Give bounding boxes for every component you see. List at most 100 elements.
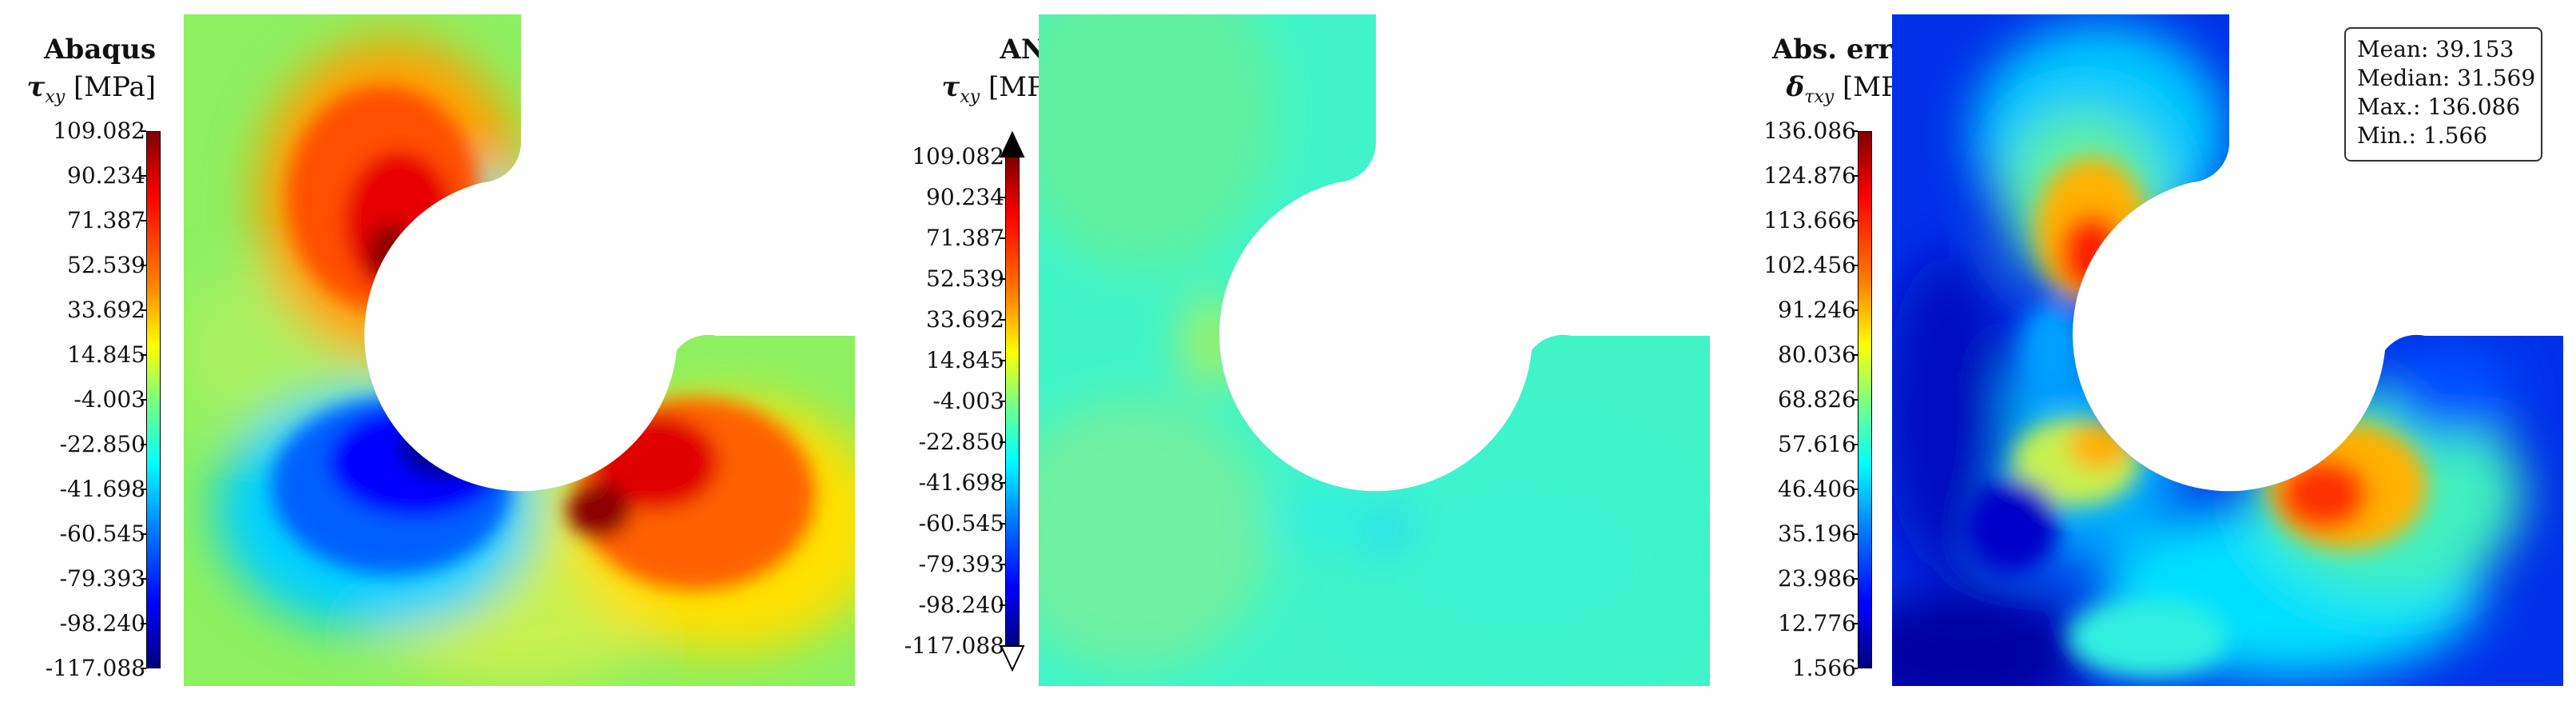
colorbar-tick-label: -4.003 xyxy=(74,386,145,413)
panel-abaqus: Abaqus τxy [MPa] 109.082 90.234 71.387 52.5… xyxy=(0,0,859,702)
colorbar-tick-label: 23.986 xyxy=(1778,565,1856,592)
variable-symbol: δ xyxy=(1786,71,1805,103)
colorbar xyxy=(1005,157,1020,646)
stats-mean: Mean: 39.153 xyxy=(2357,36,2514,62)
colorbar-tick-mark xyxy=(141,354,146,356)
colorbar-tick-mark xyxy=(141,265,146,266)
colorbar-tick-mark xyxy=(141,489,146,490)
colorbar-tick-mark xyxy=(1852,489,1858,490)
colorbar-tick-mark xyxy=(1000,441,1005,443)
stress-field-ann xyxy=(1039,14,1710,686)
colorbar-tick-label: 71.387 xyxy=(67,207,145,233)
colorbar-tick-mark xyxy=(1852,668,1858,669)
colorbar-tick-mark xyxy=(1852,444,1858,445)
colorbar-tick-label: 52.539 xyxy=(926,265,1004,292)
colorbar-tick-mark xyxy=(1852,399,1858,401)
colorbar-tick-label: 35.196 xyxy=(1778,521,1856,547)
variable-symbol: τ xyxy=(941,71,960,103)
panel-title: Abaqus xyxy=(44,34,156,66)
colorbar-tick-label: 14.845 xyxy=(67,341,145,368)
colorbar-tick-label: 46.406 xyxy=(1778,476,1856,502)
colorbar-tick-label: 124.876 xyxy=(1763,162,1856,189)
colorbar-tick-label: 80.036 xyxy=(1778,341,1856,368)
colorbar-tick-label: -60.545 xyxy=(59,521,145,547)
colorbar-tick-label: -41.698 xyxy=(59,476,145,502)
colorbar-tick-mark xyxy=(1000,523,1005,525)
colorbar-tick-mark xyxy=(141,399,146,401)
colorbar-tick-mark xyxy=(141,175,146,177)
variable-subscript: τxy xyxy=(1804,86,1835,107)
stats-max: Max.: 136.086 xyxy=(2357,94,2521,120)
variable-subscript: xy xyxy=(45,86,66,107)
colorbar-tick-mark xyxy=(141,623,146,624)
colorbar-tick-mark xyxy=(141,220,146,221)
colorbar-tick-label: 52.539 xyxy=(67,252,145,278)
colorbar-tick-mark xyxy=(1000,604,1005,606)
colorbar-tick-label: 90.234 xyxy=(926,184,1004,210)
panel-ann: ANN τxy [MPa] 109.082 90.234 71.387 52.539 3… xyxy=(859,0,1718,702)
variable-subscript: xy xyxy=(960,86,980,107)
colorbar-extend-bottom xyxy=(1000,645,1025,672)
colorbar xyxy=(146,131,161,668)
stats-median: Median: 31.569 xyxy=(2357,65,2536,91)
colorbar-tick-mark xyxy=(141,668,146,669)
colorbar-tick-label: -98.240 xyxy=(918,592,1004,618)
colorbar-tick-mark xyxy=(141,130,146,132)
colorbar-tick-mark xyxy=(1852,175,1858,177)
colorbar-tick-mark xyxy=(1852,130,1858,132)
colorbar-tick-label: -60.545 xyxy=(918,510,1004,536)
colorbar-tick-label: 33.692 xyxy=(926,306,1004,333)
colorbar-tick-mark xyxy=(1852,533,1858,535)
colorbar-tick-label: 136.086 xyxy=(1763,118,1856,144)
colorbar-tick-mark xyxy=(1000,156,1005,158)
panel-variable-label: τxy [MPa] xyxy=(26,74,156,106)
colorbar-tick-label: 1.566 xyxy=(1791,655,1856,681)
colorbar-tick-mark xyxy=(1852,309,1858,311)
colorbar-tick-label: 113.666 xyxy=(1763,207,1856,233)
colorbar-tick-mark xyxy=(1000,197,1005,198)
colorbar-tick-mark xyxy=(1000,564,1005,565)
colorbar-tick-label: -79.393 xyxy=(918,551,1004,577)
stats-box: Mean: 39.153 Median: 31.569 Max.: 136.08… xyxy=(2344,27,2542,162)
colorbar-tick-label: -22.850 xyxy=(918,429,1004,455)
colorbar-tick-mark xyxy=(1000,319,1005,321)
colorbar-tick-label: -79.393 xyxy=(59,565,145,592)
variable-unit: [MPa] xyxy=(74,71,156,103)
colorbar-tick-label: 90.234 xyxy=(67,162,145,189)
colorbar-tick-label: 14.845 xyxy=(926,347,1004,373)
colorbar-tick-label: 109.082 xyxy=(53,118,145,144)
colorbar-tick-label: 33.692 xyxy=(67,297,145,323)
colorbar xyxy=(1858,131,1872,668)
colorbar-tick-mark xyxy=(1852,578,1858,580)
colorbar-tick-label: -117.088 xyxy=(45,655,145,681)
colorbar-tick-mark xyxy=(1000,278,1005,280)
colorbar-tick-label: -22.850 xyxy=(59,431,145,457)
colorbar-tick-mark xyxy=(1000,237,1005,239)
colorbar-tick-mark xyxy=(141,533,146,535)
variable-symbol: τ xyxy=(26,71,46,103)
colorbar-tick-label: 91.246 xyxy=(1778,297,1856,323)
stats-min: Min.: 1.566 xyxy=(2357,122,2488,149)
colorbar-tick-label: 102.456 xyxy=(1763,252,1856,278)
colorbar-tick-mark xyxy=(141,309,146,311)
colorbar-tick-mark xyxy=(1852,354,1858,356)
colorbar-tick-label: -117.088 xyxy=(904,632,1004,659)
colorbar-tick-mark xyxy=(1000,645,1005,647)
colorbar-tick-label: 57.616 xyxy=(1778,431,1856,457)
colorbar-tick-label: -98.240 xyxy=(59,610,145,636)
colorbar-tick-mark xyxy=(1852,220,1858,221)
panel-abs-error: Abs. error δτxy [MPa] 136.086 124.876 113.… xyxy=(1718,0,2576,702)
colorbar-tick-mark xyxy=(141,444,146,445)
colorbar-tick-label: -41.698 xyxy=(918,469,1004,496)
colorbar-tick-label: 71.387 xyxy=(926,225,1004,251)
colorbar-tick-mark xyxy=(1000,360,1005,361)
colorbar-tick-mark xyxy=(1000,401,1005,402)
colorbar-tick-label: 109.082 xyxy=(912,143,1004,170)
colorbar-tick-mark xyxy=(1852,623,1858,624)
colorbar-tick-label: 68.826 xyxy=(1778,386,1856,413)
colorbar-tick-mark xyxy=(1000,482,1005,484)
stress-field-abaqus xyxy=(184,14,855,686)
colorbar-tick-label: -4.003 xyxy=(932,388,1004,414)
colorbar-tick-mark xyxy=(1852,265,1858,266)
colorbar-tick-label: 12.776 xyxy=(1778,610,1856,636)
